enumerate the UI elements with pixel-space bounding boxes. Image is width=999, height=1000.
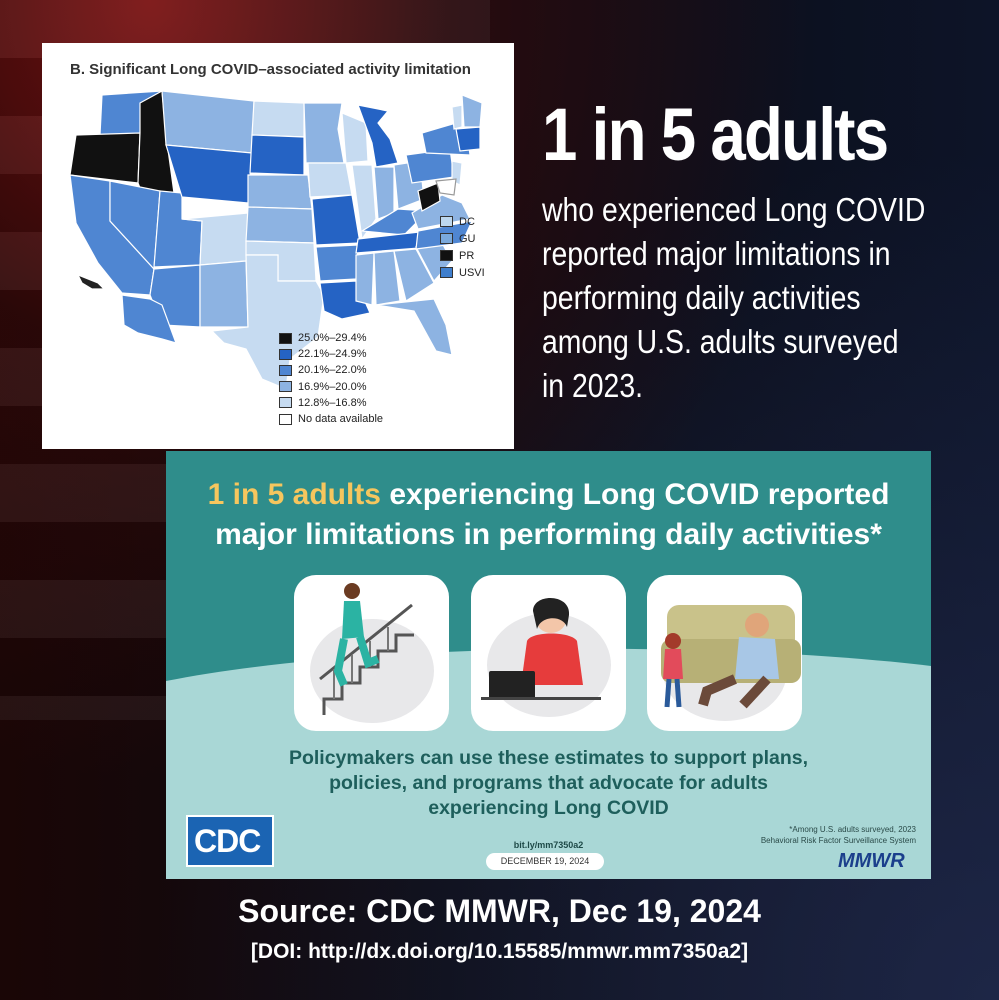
subtext-line: in 2023.	[542, 367, 643, 404]
doi-line[interactable]: [DOI: http://dx.doi.org/10.15585/mmwr.mm…	[250, 940, 749, 963]
card-body-line: policies, and programs that advocate for…	[329, 772, 768, 794]
territory-gu: GU	[440, 230, 485, 247]
illustration-couch	[647, 575, 802, 731]
legend-swatch	[279, 348, 292, 360]
state-ne-strip	[455, 126, 481, 152]
state-ak	[121, 294, 177, 344]
state-me	[461, 94, 483, 128]
state-ut	[153, 190, 203, 268]
territory-pr: PR	[440, 247, 485, 264]
legend-swatch	[279, 381, 292, 393]
state-nm	[199, 260, 249, 328]
legend-item: 25.0%–29.4%	[279, 330, 383, 346]
us-map	[69, 90, 483, 390]
card-body-text: Policymakers can use these estimates to …	[236, 746, 861, 821]
cdc-logo-text: CDC	[194, 823, 261, 859]
illustration-laptop	[471, 575, 626, 731]
state-sd	[249, 134, 305, 176]
source-line: Source: CDC MMWR, Dec 19, 2024	[238, 893, 761, 929]
legend-swatch	[279, 413, 292, 425]
date-badge: DECEMBER 19, 2024	[486, 853, 604, 870]
cdc-logo: CDC	[186, 815, 274, 867]
territory-usvi: USVI	[440, 264, 485, 281]
subtext-line: among U.S. adults surveyed	[542, 323, 899, 360]
state-ms	[355, 252, 375, 306]
legend-swatch	[279, 332, 292, 344]
legend-item: 20.1%–22.0%	[279, 362, 383, 378]
short-link[interactable]: bit.ly/mm7350a2	[513, 840, 584, 850]
state-mn	[303, 102, 345, 164]
state-fl	[375, 298, 453, 356]
state-al	[373, 250, 401, 306]
infographic-card: 1 in 5 adults experiencing Long COVID re…	[166, 451, 931, 879]
legend-swatch	[279, 397, 292, 409]
legend-item: No data available	[279, 411, 383, 427]
stairs-illustration	[310, 583, 434, 723]
subtext-line: reported major limitations in	[542, 235, 891, 272]
subtext-line: performing daily activities	[542, 279, 861, 316]
mmwr-logo: MMWR	[838, 850, 905, 872]
headline: 1 in 5 adults	[542, 93, 889, 176]
state-hi	[76, 273, 106, 290]
state-mi	[357, 104, 399, 168]
state-ia	[307, 162, 353, 198]
state-wi	[341, 112, 369, 164]
map-title: B. Significant Long COVID–associated act…	[70, 61, 471, 78]
map-legend: 25.0%–29.4% 22.1%–24.9% 20.1%–22.0% 16.9…	[279, 330, 383, 427]
choropleth-map-panel: B. Significant Long COVID–associated act…	[42, 43, 514, 449]
swatch-usvi	[440, 267, 453, 278]
swatch-dc	[440, 216, 453, 227]
state-md	[435, 178, 457, 196]
territory-dc: DC	[440, 213, 485, 230]
headline-subtext: who experienced Long COVID reported majo…	[542, 188, 946, 408]
swatch-pr	[440, 250, 453, 261]
territory-legend: DC GU PR USVI	[440, 213, 485, 281]
state-mo	[311, 194, 361, 246]
state-in	[373, 166, 395, 220]
legend-item: 22.1%–24.9%	[279, 346, 383, 362]
state-ar	[315, 244, 359, 282]
legend-swatch	[279, 364, 292, 376]
card-title-rest: experiencing Long COVID reported	[380, 478, 890, 511]
footnote: *Among U.S. adults surveyed, 2023 Behavi…	[760, 825, 916, 845]
state-vt	[451, 104, 463, 130]
legend-item: 12.8%–16.8%	[279, 395, 383, 411]
card-title-highlight: 1 in 5 adults	[207, 478, 381, 511]
state-mt	[161, 90, 255, 154]
state-wv	[417, 182, 441, 212]
state-ne	[247, 174, 313, 210]
laptop-illustration	[481, 597, 611, 717]
legend-item: 16.9%–20.0%	[279, 379, 383, 395]
state-ga	[393, 248, 435, 302]
card-body-line: Policymakers can use these estimates to …	[288, 747, 809, 769]
state-ks	[245, 206, 315, 244]
subtext-line: who experienced Long COVID	[542, 191, 926, 228]
swatch-gu	[440, 233, 453, 244]
state-nd	[251, 100, 305, 138]
card-body-line: experiencing Long COVID	[428, 797, 669, 819]
card-title-line-2: major limitations in performing daily ac…	[215, 518, 882, 551]
couch-illustration	[661, 605, 801, 721]
illustration-stairs	[294, 575, 449, 731]
state-or	[69, 132, 141, 184]
card-title: 1 in 5 adults experiencing Long COVID re…	[166, 475, 931, 555]
